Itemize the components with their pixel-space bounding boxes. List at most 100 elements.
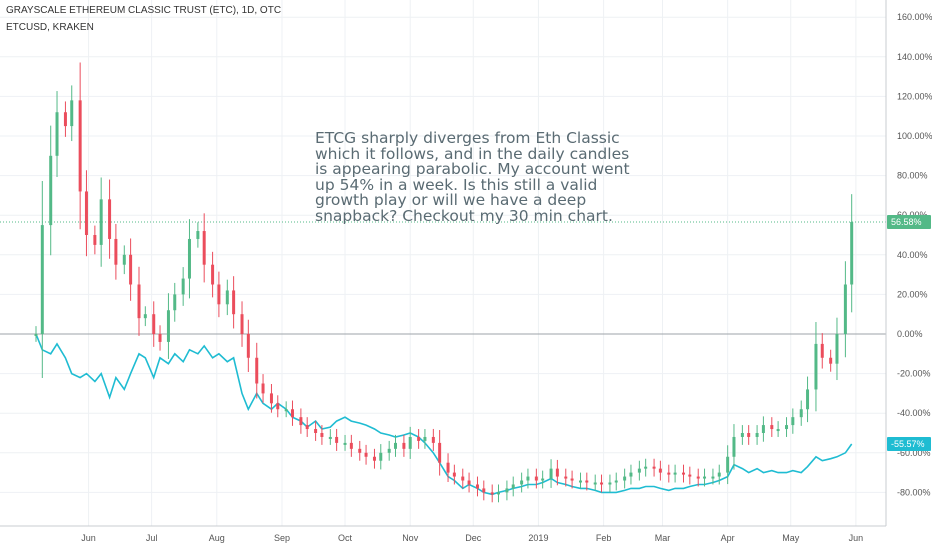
candle — [84, 191, 88, 235]
candle — [202, 231, 206, 265]
candle — [196, 231, 200, 239]
candle — [335, 436, 339, 443]
candle — [585, 480, 589, 483]
y-tick-label: 20.00% — [897, 289, 928, 299]
candle — [99, 199, 103, 245]
candle — [614, 480, 618, 483]
candle — [417, 436, 421, 441]
candle — [600, 482, 604, 485]
candle — [740, 433, 744, 437]
candle — [211, 264, 215, 285]
candle — [49, 155, 53, 226]
x-tick-label: Jul — [146, 533, 158, 543]
price-badges: 56.58% -55.57% — [887, 214, 931, 452]
candle — [644, 466, 648, 469]
candle — [776, 429, 780, 432]
price-badge-label: -55.57% — [891, 439, 925, 449]
candlestick-layer — [34, 62, 854, 503]
price-axis[interactable] — [886, 0, 932, 550]
candle — [181, 278, 185, 295]
candle — [438, 442, 442, 463]
candle — [137, 284, 141, 319]
candle — [358, 448, 362, 453]
price-badge-label: 56.58% — [891, 217, 922, 227]
candle — [314, 429, 318, 433]
candle — [770, 425, 774, 430]
x-tick-label: Sep — [274, 533, 290, 543]
candle — [505, 488, 509, 493]
candle — [820, 343, 824, 358]
candle — [688, 474, 692, 477]
candle — [320, 433, 324, 437]
x-tick-label: Jun — [849, 533, 864, 543]
candle — [393, 442, 397, 449]
x-tick-label: 2019 — [528, 533, 548, 543]
candle — [497, 492, 501, 495]
candle — [747, 433, 751, 437]
candle — [402, 442, 406, 449]
candle — [305, 425, 309, 430]
y-tick-label: 160.00% — [897, 12, 932, 22]
candle — [520, 480, 524, 485]
candle — [387, 448, 391, 453]
candle — [364, 452, 368, 457]
candle — [593, 482, 597, 485]
candle — [555, 468, 559, 477]
candle — [108, 199, 112, 239]
price-badge — [887, 437, 931, 452]
candle — [70, 100, 74, 127]
candle — [349, 442, 353, 449]
y-tick-label: 100.00% — [897, 131, 932, 141]
candle — [173, 294, 177, 311]
candle — [711, 476, 715, 479]
candle — [290, 409, 294, 418]
candle — [682, 472, 686, 475]
x-tick-label: Mar — [655, 533, 671, 543]
comparison-symbol[interactable]: ETCUSD, KRAKEN — [6, 22, 94, 33]
candle — [490, 492, 494, 495]
candle — [143, 314, 147, 319]
candle — [658, 468, 662, 473]
x-tick-label: Feb — [596, 533, 612, 543]
candle — [187, 238, 191, 279]
candle — [452, 472, 456, 477]
x-tick-label: Jun — [81, 533, 96, 543]
candle — [629, 472, 633, 477]
candle — [166, 310, 170, 342]
candle — [835, 334, 839, 364]
comparison-line-layer — [35, 333, 853, 496]
candle — [158, 334, 162, 342]
candle — [755, 433, 759, 437]
candle — [93, 235, 97, 245]
y-tick-label: -20.00% — [897, 369, 931, 379]
chart-title: GRAYSCALE ETHEREUM CLASSIC TRUST (ETC), … — [6, 5, 282, 16]
candle — [78, 100, 82, 192]
candle — [55, 112, 59, 156]
candle — [372, 456, 376, 461]
x-tick-label: Oct — [338, 533, 353, 543]
candle — [623, 476, 627, 481]
candle — [475, 484, 479, 489]
y-tick-label: 140.00% — [897, 52, 932, 62]
candle — [379, 452, 383, 461]
candle — [232, 290, 236, 315]
candle — [482, 488, 486, 493]
y-tick-label: 0.00% — [897, 329, 923, 339]
candle — [225, 290, 229, 305]
candle — [703, 476, 707, 479]
candle — [467, 480, 471, 485]
price-badge — [887, 214, 931, 229]
candle — [255, 357, 259, 384]
candle — [276, 403, 280, 410]
candle — [343, 442, 347, 445]
y-tick-label: -80.00% — [897, 487, 931, 497]
candle — [446, 462, 450, 473]
x-tick-label: Dec — [465, 533, 482, 543]
y-tick-label: 40.00% — [897, 250, 928, 260]
candle — [34, 334, 38, 336]
annotation-text[interactable]: ETCG sharply diverges from Eth Classic w… — [315, 129, 630, 225]
y-tick-label: -40.00% — [897, 408, 931, 418]
x-tick-label: May — [782, 533, 800, 543]
candle — [129, 254, 133, 285]
